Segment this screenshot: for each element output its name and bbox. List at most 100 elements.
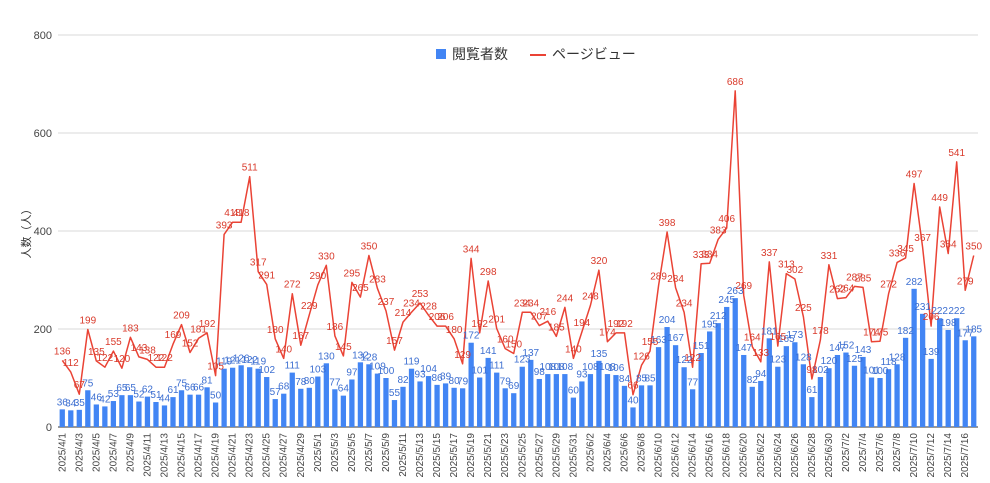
x-tick-label: 2025/4/21 [228, 433, 239, 478]
bar [868, 377, 875, 427]
x-tick-label: 2025/6/6 [619, 433, 630, 472]
bar [76, 409, 82, 427]
bar-value-label: 34 [65, 398, 77, 409]
line-value-label: 129 [454, 350, 471, 361]
line-value-label: 178 [812, 326, 829, 337]
x-tick-label: 2025/4/1 [57, 433, 68, 472]
x-tick-label: 2025/5/25 [517, 433, 528, 478]
bar [238, 365, 244, 427]
bar-value-label: 52 [133, 390, 145, 401]
bar [843, 352, 849, 427]
bar [93, 404, 99, 427]
bar-value-label: 104 [420, 364, 437, 375]
line-value-label: 253 [412, 289, 429, 300]
bar-value-label: 51 [150, 390, 162, 401]
line-value-label: 290 [309, 271, 326, 282]
bar-value-label: 125 [846, 354, 863, 365]
bar [715, 323, 721, 427]
line-value-label: 291 [258, 270, 275, 281]
line-value-label: 283 [369, 274, 386, 285]
y-axis-label: 人数（人） [20, 204, 33, 259]
bar [604, 374, 611, 427]
x-tick-label: 2025/6/28 [807, 433, 818, 478]
line-value-label: 269 [735, 281, 752, 292]
bar-value-label: 231 [914, 302, 931, 313]
bar-value-label: 198 [940, 318, 957, 329]
bar-value-label: 147 [735, 343, 752, 354]
x-tick-label: 2025/5/31 [568, 433, 579, 478]
line-value-label: 262 [829, 285, 846, 296]
line-value-label: 206 [429, 312, 446, 323]
line-value-label: 67 [74, 380, 86, 391]
line-value-label: 228 [420, 301, 437, 312]
x-tick-label: 2025/5/19 [466, 433, 477, 478]
bar [536, 378, 542, 427]
bar [383, 378, 389, 427]
line-value-label: 150 [505, 340, 522, 351]
bar [638, 385, 645, 427]
line-value-label: 317 [250, 258, 267, 269]
line-value-label: 175 [872, 327, 889, 338]
line-value-label: 497 [906, 169, 923, 180]
bar-value-label: 94 [755, 369, 767, 380]
bar [553, 374, 559, 427]
bar-value-label: 204 [659, 315, 676, 326]
line-value-label: 264 [838, 284, 855, 295]
line-value-label: 686 [727, 77, 744, 88]
line-value-label: 234 [522, 298, 539, 309]
bar-value-label: 80 [304, 376, 316, 387]
line-value-label: 157 [386, 336, 403, 347]
bar [655, 347, 662, 427]
x-tick-label: 2025/7/16 [960, 433, 971, 478]
bar [477, 377, 483, 427]
bar [315, 376, 321, 427]
bar [340, 395, 347, 427]
bar [689, 389, 696, 427]
x-tick-label: 2025/4/29 [296, 433, 307, 478]
line-value-label: 350 [965, 242, 982, 253]
bar-value-label: 102 [258, 365, 275, 376]
x-tick-label: 2025/6/20 [739, 433, 750, 478]
bar [945, 329, 951, 427]
line-value-label: 122 [684, 353, 701, 364]
bar [681, 367, 687, 427]
bar [502, 388, 508, 427]
line-value-label: 383 [710, 225, 727, 236]
bar [298, 388, 304, 427]
line-value-label: 206 [923, 312, 940, 323]
bar-value-label: 108 [557, 362, 574, 373]
line-value-label: 105 [207, 362, 224, 373]
line-value-label: 265 [352, 283, 369, 294]
line-value-label: 192 [199, 319, 216, 330]
x-tick-label: 2025/4/13 [159, 433, 170, 478]
bar [647, 385, 653, 427]
x-tick-label: 2025/7/2 [841, 433, 852, 472]
line-value-label: 418 [233, 208, 250, 219]
x-tick-label: 2025/6/26 [790, 433, 801, 478]
line-value-label: 398 [659, 218, 676, 229]
bar-value-label: 84 [619, 374, 631, 385]
x-tick-label: 2025/5/11 [398, 433, 409, 477]
line-value-label: 126 [633, 351, 650, 362]
line-value-label: 225 [795, 303, 812, 314]
line-value-label: 169 [165, 330, 182, 341]
line-value-label: 244 [557, 293, 574, 304]
x-tick-label: 2025/4/25 [262, 433, 273, 478]
line-value-label: 122 [156, 353, 173, 364]
line-value-label: 320 [591, 256, 608, 267]
bar [468, 342, 474, 427]
x-tick-label: 2025/6/14 [688, 433, 699, 478]
bar-value-label: 65 [116, 383, 128, 394]
line-value-label: 192 [608, 319, 625, 330]
bar-series-visitors [59, 288, 977, 427]
bar-value-label: 98 [534, 367, 546, 378]
bar-value-label: 173 [787, 330, 804, 341]
bar-value-label: 130 [318, 351, 335, 362]
line-value-label: 135 [88, 347, 105, 358]
line-value-label: 112 [63, 358, 79, 369]
bar-value-label: 108 [599, 362, 616, 373]
bar [127, 395, 134, 427]
line-value-label: 279 [957, 276, 974, 287]
bar-value-label: 172 [463, 331, 480, 342]
